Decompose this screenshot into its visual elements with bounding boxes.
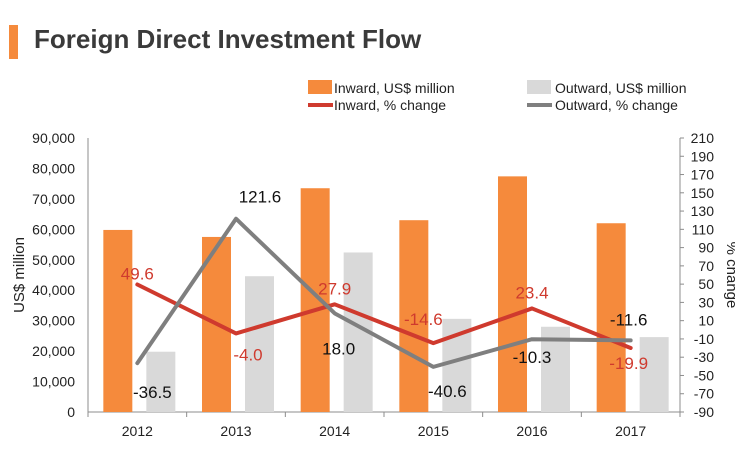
data-labels: 49.6 -4.0 27.9 -14.6 23.4 -19.9 -36.5 121.6 18.0… <box>121 188 648 402</box>
y2-tick-label: 170 <box>691 167 715 183</box>
legend-inward-bar-swatch <box>308 80 332 94</box>
y-tick-label: 30,000 <box>32 313 75 329</box>
inward-change-label: 27.9 <box>318 279 351 298</box>
x-tick-label: 2016 <box>516 423 547 439</box>
outward-change-label: 121.6 <box>239 188 282 207</box>
inward-bar <box>399 220 429 412</box>
inward-change-label: 49.6 <box>121 264 154 283</box>
legend-inward-bar-label: Inward, US$ million <box>334 80 455 96</box>
legend-outward-bar-swatch <box>527 80 551 94</box>
y-tick-label: 50,000 <box>32 252 75 268</box>
outward-change-label: 18.0 <box>322 339 355 358</box>
y-tick-label: 20,000 <box>32 343 75 359</box>
outward-change-label: -10.3 <box>513 348 552 367</box>
x-tick-label: 2013 <box>220 423 251 439</box>
y-tick-label: 70,000 <box>32 191 75 207</box>
y2-tick-label: 130 <box>691 203 715 219</box>
x-tick-label: 2015 <box>418 423 449 439</box>
inward-bar <box>596 223 626 412</box>
bars <box>103 176 669 412</box>
axes: 0 10,000 20,000 30,000 40,000 50,000 60,000 70,… <box>11 130 735 439</box>
inward-change-label: -4.0 <box>233 345 262 364</box>
y2-tick-label: 150 <box>691 185 715 201</box>
y2-tick-label: 10 <box>698 313 714 329</box>
outward-change-label: -11.6 <box>610 310 648 329</box>
y2-tick-label: -30 <box>694 349 714 365</box>
y2-tick-label: -70 <box>694 386 714 402</box>
inward-bar <box>300 188 330 412</box>
y2-tick-label: 70 <box>698 258 714 274</box>
y2-tick-label: 190 <box>691 148 715 164</box>
x-tick-label: 2012 <box>122 423 153 439</box>
title-accent-bar <box>9 25 18 59</box>
chart-title: Foreign Direct Investment Flow <box>34 24 422 54</box>
y-tick-label: 90,000 <box>32 130 75 146</box>
outward-bar <box>245 276 274 412</box>
inward-change-label: 23.4 <box>515 283 548 302</box>
y2-tick-label: 110 <box>692 221 715 237</box>
inward-change-label: -19.9 <box>609 354 648 373</box>
legend-outward-line-label: Outward, % change <box>555 97 678 113</box>
y2-axis-title: % change <box>723 242 735 309</box>
y-tick-label: 10,000 <box>32 374 75 390</box>
y2-tick-label: 30 <box>698 294 714 310</box>
y-tick-label: 0 <box>67 404 75 420</box>
y2-tick-label: -90 <box>694 404 714 420</box>
inward-change-label: -14.6 <box>404 310 443 329</box>
outward-change-line <box>135 216 633 369</box>
inward-change-line <box>135 282 633 350</box>
outward-change-label: -36.5 <box>133 383 172 402</box>
lines <box>135 216 633 369</box>
legend-outward-bar-label: Outward, US$ million <box>555 80 687 96</box>
y2-tick-label: 50 <box>698 276 714 292</box>
inward-bar <box>498 176 527 412</box>
legend-inward-line-label: Inward, % change <box>334 97 446 113</box>
x-tick-label: 2017 <box>615 423 646 439</box>
y2-tick-label: 90 <box>698 240 714 256</box>
legend: Inward, US$ million Outward, US$ million I… <box>308 80 687 113</box>
x-tick-label: 2014 <box>319 423 350 439</box>
inward-bar <box>103 229 133 412</box>
y2-tick-label: 210 <box>691 130 715 146</box>
outward-bar <box>146 351 176 412</box>
y-axis-title: US$ million <box>11 237 28 313</box>
y-tick-label: 80,000 <box>32 160 75 176</box>
y-tick-label: 60,000 <box>32 221 75 237</box>
y-tick-label: 40,000 <box>32 282 75 298</box>
y2-tick-label: -10 <box>694 331 714 347</box>
y2-tick-label: -50 <box>694 367 714 383</box>
outward-bar <box>639 337 669 412</box>
outward-change-label: -40.6 <box>428 382 467 401</box>
